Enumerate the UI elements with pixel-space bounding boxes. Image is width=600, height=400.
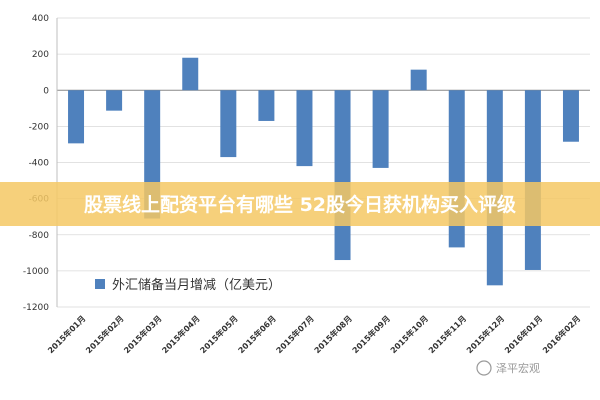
x-tick-label: 2015年11月 xyxy=(426,313,468,355)
x-tick-label: 2015年09月 xyxy=(350,313,392,355)
x-tick-label: 2015年03月 xyxy=(122,313,164,355)
x-tick-label: 2016年02月 xyxy=(540,313,582,355)
bar xyxy=(334,90,351,261)
overlay-banner: 股票线上配资平台有哪些 52股今日获机构买入评级 xyxy=(0,182,600,226)
x-axis-tick-labels: 2015年01月2015年02月2015年03月2015年04月2015年05月… xyxy=(45,313,582,355)
y-tick-label: -1000 xyxy=(23,267,49,277)
y-tick-label: 200 xyxy=(32,50,49,60)
legend: 外汇储备当月增减（亿美元） xyxy=(95,277,281,293)
legend-label: 外汇储备当月增减（亿美元） xyxy=(112,277,281,293)
x-tick-label: 2015年12月 xyxy=(464,313,506,355)
bar xyxy=(182,57,199,91)
watermark-text: 泽平宏观 xyxy=(496,361,540,375)
bar xyxy=(68,90,85,144)
bar xyxy=(106,90,123,111)
y-tick-label: -400 xyxy=(29,159,50,169)
bar xyxy=(562,90,579,142)
overlay-banner-background xyxy=(0,182,600,226)
x-tick-label: 2015年10月 xyxy=(388,313,430,355)
x-tick-label: 2015年05月 xyxy=(198,313,240,355)
overlay-banner-text: 股票线上配资平台有哪些 52股今日获机构买入评级 xyxy=(84,193,516,216)
bar xyxy=(410,69,427,91)
bar xyxy=(524,90,541,270)
y-grid xyxy=(56,17,590,308)
x-tick-label: 2015年06月 xyxy=(236,313,278,355)
bar xyxy=(258,90,275,121)
y-tick-label: -800 xyxy=(29,231,50,241)
watermark: 泽平宏观 xyxy=(476,360,540,376)
x-tick-label: 2015年04月 xyxy=(160,313,202,355)
y-tick-label: -1200 xyxy=(23,303,49,313)
bar xyxy=(296,90,313,167)
bar-series xyxy=(68,57,579,286)
legend-swatch xyxy=(95,279,105,289)
x-tick-label: 2015年02月 xyxy=(84,313,126,355)
y-tick-label: -200 xyxy=(29,122,50,132)
y-tick-label: 0 xyxy=(43,86,49,96)
bar xyxy=(372,90,389,168)
x-tick-label: 2015年08月 xyxy=(312,313,354,355)
x-tick-label: 2015年07月 xyxy=(274,313,316,355)
bar xyxy=(220,90,237,158)
y-tick-label: 400 xyxy=(32,14,49,24)
x-tick-label: 2015年01月 xyxy=(45,313,87,355)
wechat-icon xyxy=(476,360,492,376)
x-tick-label: 2016年01月 xyxy=(502,313,544,355)
